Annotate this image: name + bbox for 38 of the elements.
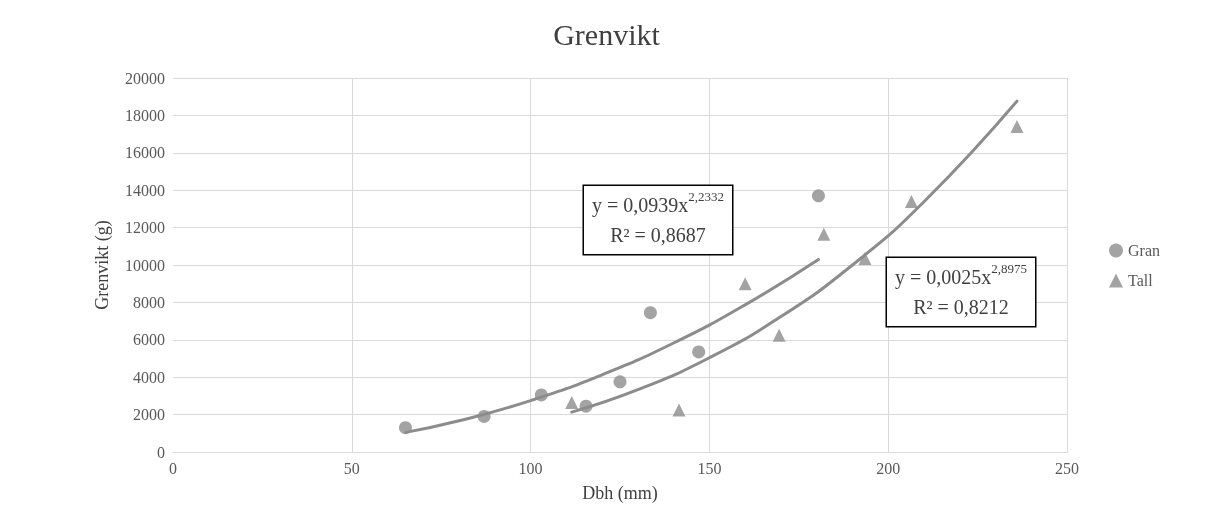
point [858, 251, 872, 265]
point [672, 403, 686, 417]
y-tick-label: 4000 [133, 368, 165, 386]
chart-title: Grenvikt [553, 17, 661, 51]
point [643, 306, 657, 320]
point [772, 328, 786, 342]
y-tick-label: 2000 [133, 406, 165, 424]
y-tick-label: 20000 [125, 69, 165, 87]
point [817, 227, 831, 241]
point [398, 421, 412, 435]
point [692, 345, 706, 359]
y-tick-label: 6000 [133, 331, 165, 349]
legend-label: Gran [1128, 242, 1160, 259]
x-tick-label: 150 [697, 459, 722, 477]
y-tick-label: 16000 [125, 144, 165, 162]
x-tick-label: 250 [1055, 459, 1079, 477]
point [477, 409, 491, 423]
x-tick-label: 200 [876, 459, 901, 477]
y-tick-label: 8000 [133, 293, 165, 311]
y-axis-title: Grenvikt (g) [92, 220, 113, 310]
point [738, 277, 752, 291]
point [811, 189, 825, 203]
point [613, 375, 627, 389]
y-tick-label: 14000 [125, 181, 165, 199]
x-tick-label: 100 [518, 459, 543, 477]
x-tick-label: 50 [343, 459, 360, 477]
point [579, 399, 593, 413]
point [904, 194, 918, 208]
legend-label: Tall [1128, 272, 1154, 289]
x-tick-label: 0 [169, 459, 177, 477]
point [534, 388, 548, 402]
y-tick-label: 18000 [125, 106, 165, 124]
point [565, 395, 579, 409]
x-axis-title: Dbh (mm) [582, 483, 658, 504]
y-tick-label: 10000 [125, 256, 165, 274]
y-tick-label: 0 [157, 443, 165, 461]
point [1010, 120, 1024, 134]
y-tick-label: 12000 [125, 219, 165, 237]
